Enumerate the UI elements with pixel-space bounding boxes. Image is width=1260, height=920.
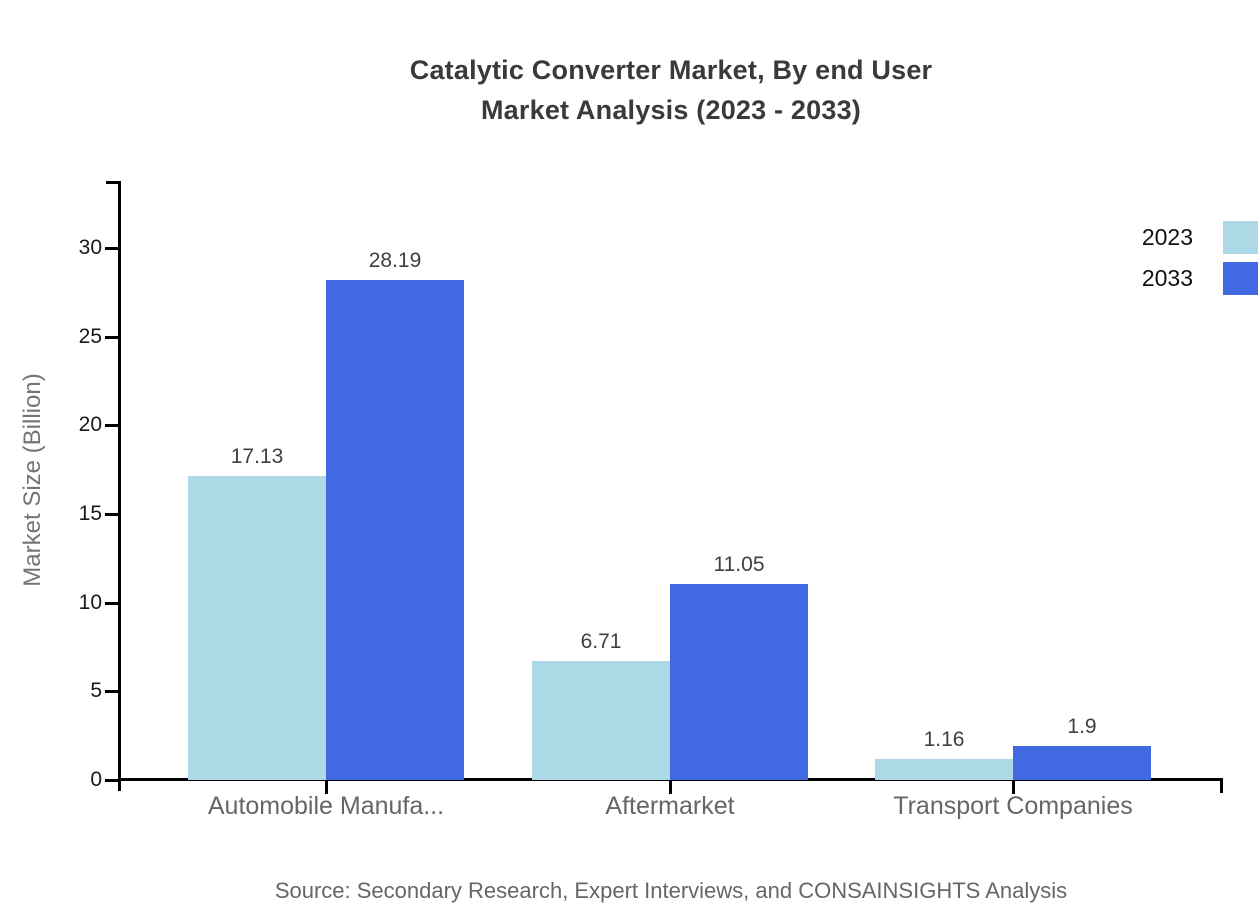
- y-tick-30: [105, 247, 118, 250]
- bar-2033-automobile-manufa: [326, 280, 464, 780]
- legend-swatch-2033: [1223, 261, 1258, 295]
- chart-title-line1: Catalytic Converter Market, By end User: [409, 55, 933, 85]
- legend-label-2023: 2023: [1141, 223, 1193, 250]
- x-tick-automobile-manufa: [325, 781, 328, 794]
- legend-label-2033: 2033: [1141, 264, 1193, 291]
- y-tick-label-5: 5: [90, 679, 102, 702]
- source-text: Source: Secondary Research, Expert Inter…: [274, 878, 1068, 903]
- value-label-2033-automobile-manufa: 28.19: [368, 249, 422, 272]
- bar-2023-aftermarket: [532, 661, 670, 780]
- x-tick-aftermarket: [669, 781, 672, 794]
- bar-2023-automobile-manufa: [188, 476, 326, 780]
- value-label-2023-automobile-manufa: 17.13: [230, 445, 284, 468]
- y-tick-0: [105, 779, 118, 782]
- value-label-2033-aftermarket: 11.05: [713, 553, 765, 576]
- chart-title-line2: Market Analysis (2023 - 2033): [480, 95, 861, 125]
- x-axis-end-tick: [1220, 778, 1223, 793]
- y-tick-10: [105, 602, 118, 605]
- y-tick-label-10: 10: [78, 591, 102, 614]
- y-axis-title: Market Size (Billion): [19, 373, 46, 587]
- legend-item-2033: 2033: [1142, 261, 1258, 295]
- value-label-2023-transport-companies: 1.16: [923, 728, 965, 751]
- category-label-automobile-manufa: Automobile Manufa...: [207, 792, 445, 820]
- y-axis-line: [118, 181, 121, 791]
- y-tick-label-25: 25: [78, 325, 102, 348]
- y-tick-label-0: 0: [90, 768, 102, 791]
- bar-2033-transport-companies: [1013, 746, 1151, 780]
- chart-title: Catalytic Converter Market, By end User …: [120, 50, 1222, 130]
- y-tick-5: [105, 690, 118, 693]
- value-label-2033-transport-companies: 1.9: [1067, 715, 1097, 738]
- y-tick-label-20: 20: [78, 413, 102, 436]
- y-tick-15: [105, 513, 118, 516]
- x-tick-transport-companies: [1012, 781, 1015, 794]
- y-tick-label-30: 30: [78, 236, 102, 259]
- y-tick-25: [105, 336, 118, 339]
- y-tick-20: [105, 424, 118, 427]
- category-label-transport-companies: Transport Companies: [893, 792, 1133, 820]
- value-label-2023-aftermarket: 6.71: [580, 630, 622, 653]
- y-axis-top-cap: [106, 181, 118, 184]
- bar-2023-transport-companies: [875, 759, 1013, 780]
- y-tick-label-15: 15: [78, 502, 102, 525]
- category-label-aftermarket: Aftermarket: [605, 792, 735, 820]
- bar-2033-aftermarket: [670, 584, 808, 780]
- legend-swatch-2023: [1223, 220, 1258, 254]
- legend-item-2023: 2023: [1142, 220, 1258, 254]
